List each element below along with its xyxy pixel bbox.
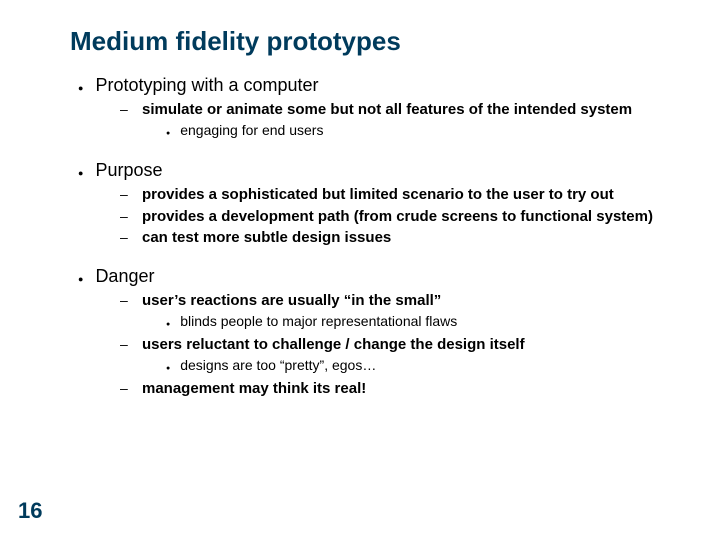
bullet-l2: – management may think its real! (120, 379, 660, 399)
dot-icon: ● (78, 78, 83, 98)
bullet-l2: – simulate or animate some but not all f… (120, 100, 660, 120)
dash-icon: – (120, 185, 130, 203)
bullet-text: provides a sophisticated but limited sce… (142, 186, 614, 205)
bullet-l1: ● Purpose (78, 160, 660, 183)
bullet-text: Purpose (95, 160, 162, 181)
bullet-text: can test more subtle design issues (142, 229, 391, 248)
dot-icon: ● (166, 126, 170, 142)
dash-icon: – (120, 379, 130, 397)
dot-icon: ● (78, 269, 83, 289)
dash-icon: – (120, 100, 130, 118)
page-number: 16 (18, 498, 42, 524)
dash-icon: – (120, 335, 130, 353)
bullet-text: users reluctant to challenge / change th… (142, 336, 525, 355)
bullet-l1: ● Danger (78, 266, 660, 289)
bullet-text: provides a development path (from crude … (142, 208, 653, 227)
bullet-l2: – provides a sophisticated but limited s… (120, 185, 660, 205)
bullet-l2: – user’s reactions are usually “in the s… (120, 291, 660, 311)
bullet-text: Prototyping with a computer (95, 75, 318, 96)
dot-icon: ● (166, 317, 170, 333)
bullet-l2: – can test more subtle design issues (120, 228, 660, 248)
dot-icon: ● (78, 163, 83, 183)
bullet-text: Danger (95, 266, 154, 287)
dash-icon: – (120, 207, 130, 225)
slide-title: Medium fidelity prototypes (70, 26, 660, 57)
bullet-text: management may think its real! (142, 380, 366, 399)
dash-icon: – (120, 291, 130, 309)
slide: Medium fidelity prototypes ● Prototyping… (0, 0, 720, 540)
dot-icon: ● (166, 361, 170, 377)
bullet-text: simulate or animate some but not all fea… (142, 101, 632, 120)
dash-icon: – (120, 228, 130, 246)
bullet-l1: ● Prototyping with a computer (78, 75, 660, 98)
bullet-l2: – users reluctant to challenge / change … (120, 335, 660, 355)
bullet-text: engaging for end users (180, 122, 323, 138)
bullet-text: designs are too “pretty”, egos… (180, 357, 376, 373)
bullet-l3: ● blinds people to major representationa… (166, 313, 660, 333)
bullet-l2: – provides a development path (from crud… (120, 207, 660, 227)
bullet-text: blinds people to major representational … (180, 313, 457, 329)
bullet-l3: ● engaging for end users (166, 122, 660, 142)
bullet-text: user’s reactions are usually “in the sma… (142, 292, 441, 311)
bullet-l3: ● designs are too “pretty”, egos… (166, 357, 660, 377)
